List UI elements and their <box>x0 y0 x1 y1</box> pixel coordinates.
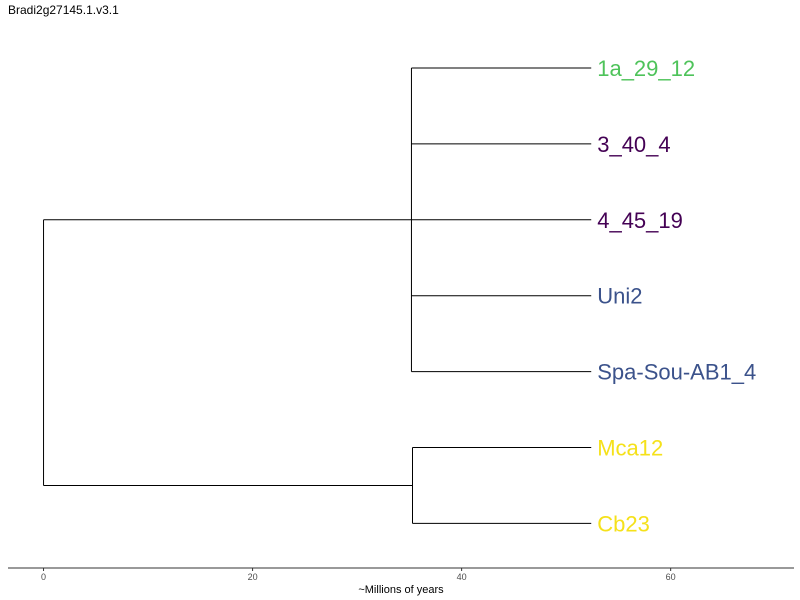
x-tick-label: 60 <box>666 572 676 582</box>
leaf-label: 1a_29_12 <box>597 56 695 81</box>
x-tick-label: 40 <box>457 572 467 582</box>
tree-branches <box>43 67 592 524</box>
leaf-label: Mca12 <box>597 436 663 461</box>
leaf-label: Spa-Sou-AB1_4 <box>597 360 756 385</box>
tree-title: Bradi2g27145.1.v3.1 <box>8 3 119 17</box>
leaf-labels: 1a_29_12 3_40_4 4_45_19 Uni2 Spa-Sou-AB1_4 Mc… <box>597 56 756 536</box>
leaf-label: 3_40_4 <box>597 132 670 157</box>
x-tick-label: 20 <box>248 572 258 582</box>
x-tick-label: 0 <box>41 572 46 582</box>
leaf-label: Cb23 <box>597 511 650 536</box>
leaf-label: Uni2 <box>597 284 642 309</box>
leaf-label: 4_45_19 <box>597 208 683 233</box>
x-axis: 0 20 40 60 <box>8 567 794 582</box>
x-axis-label: ~Millions of years <box>358 584 444 596</box>
